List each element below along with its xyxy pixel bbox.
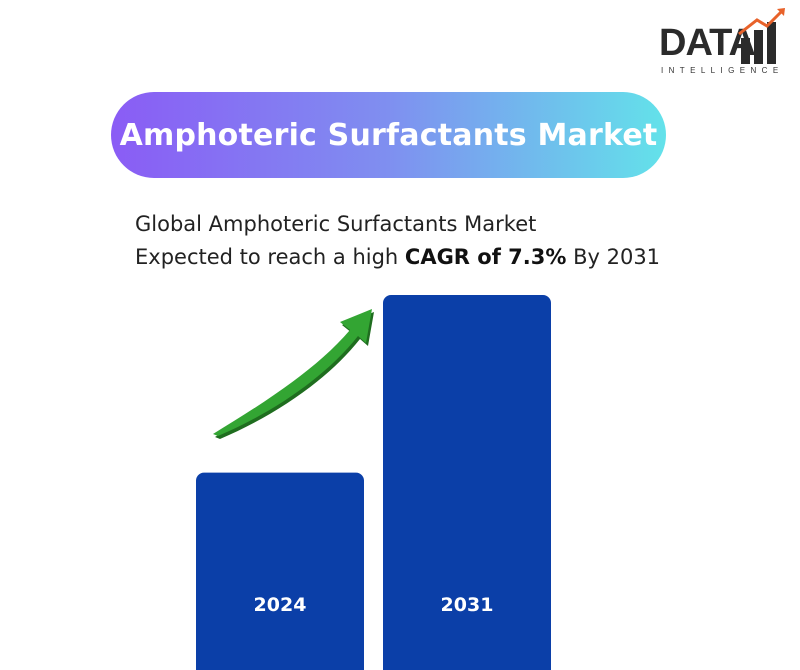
- bar-label-2031: 2031: [441, 594, 494, 616]
- growth-arrow-icon: [213, 309, 374, 439]
- subtitle-prefix: Expected to reach a high: [135, 245, 405, 269]
- logo-tagline: INTELLIGENCE: [661, 66, 784, 75]
- rising-bars-logo-icon: [738, 8, 785, 64]
- page-title: Amphoteric Surfactants Market: [119, 117, 658, 153]
- bar-label-2024: 2024: [254, 594, 307, 616]
- logo-word: DATA: [659, 22, 756, 64]
- subtitle-line-1: Global Amphoteric Surfactants Market: [135, 212, 537, 236]
- logo: DATA INTELLIGENCE: [655, 8, 787, 78]
- subtitle-suffix: By 2031: [566, 245, 661, 269]
- bars-layer: 2024 2031: [196, 295, 551, 670]
- subtitle: Global Amphoteric Surfactants Market Exp…: [135, 208, 660, 274]
- subtitle-line-2: Expected to reach a high CAGR of 7.3% By…: [135, 241, 660, 274]
- bar-2024: [196, 472, 364, 670]
- cagr-highlight: CAGR of 7.3%: [404, 245, 567, 269]
- title-pill: Amphoteric Surfactants Market: [111, 92, 666, 178]
- bar-2031: [383, 295, 551, 670]
